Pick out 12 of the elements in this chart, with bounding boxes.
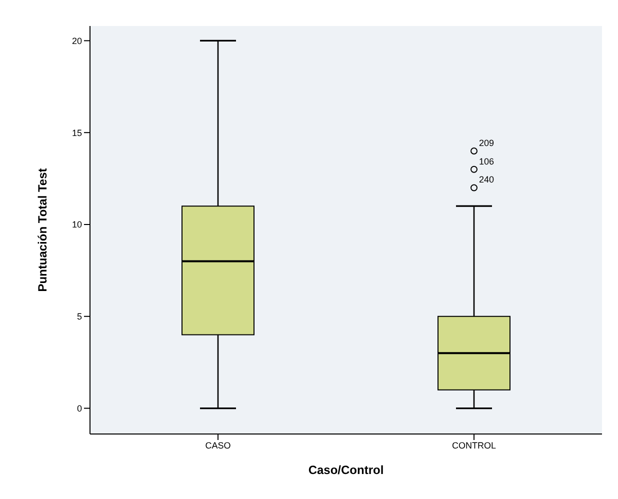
x-axis-title: Caso/Control bbox=[308, 463, 384, 477]
y-tick-label: 20 bbox=[72, 36, 82, 46]
y-axis-title: Puntuación Total Test bbox=[35, 168, 50, 292]
y-tick-label: 15 bbox=[72, 128, 82, 138]
y-tick-label: 0 bbox=[76, 403, 82, 414]
annotation: 209 bbox=[479, 138, 494, 148]
y-tick-label: 5 bbox=[76, 312, 82, 322]
annotation: 106 bbox=[479, 156, 494, 166]
x-tick-label: CASO bbox=[205, 440, 231, 450]
x-tick-label: CONTROL bbox=[452, 440, 496, 450]
y-tick-label: 10 bbox=[72, 220, 82, 230]
annotation: 240 bbox=[479, 174, 494, 185]
